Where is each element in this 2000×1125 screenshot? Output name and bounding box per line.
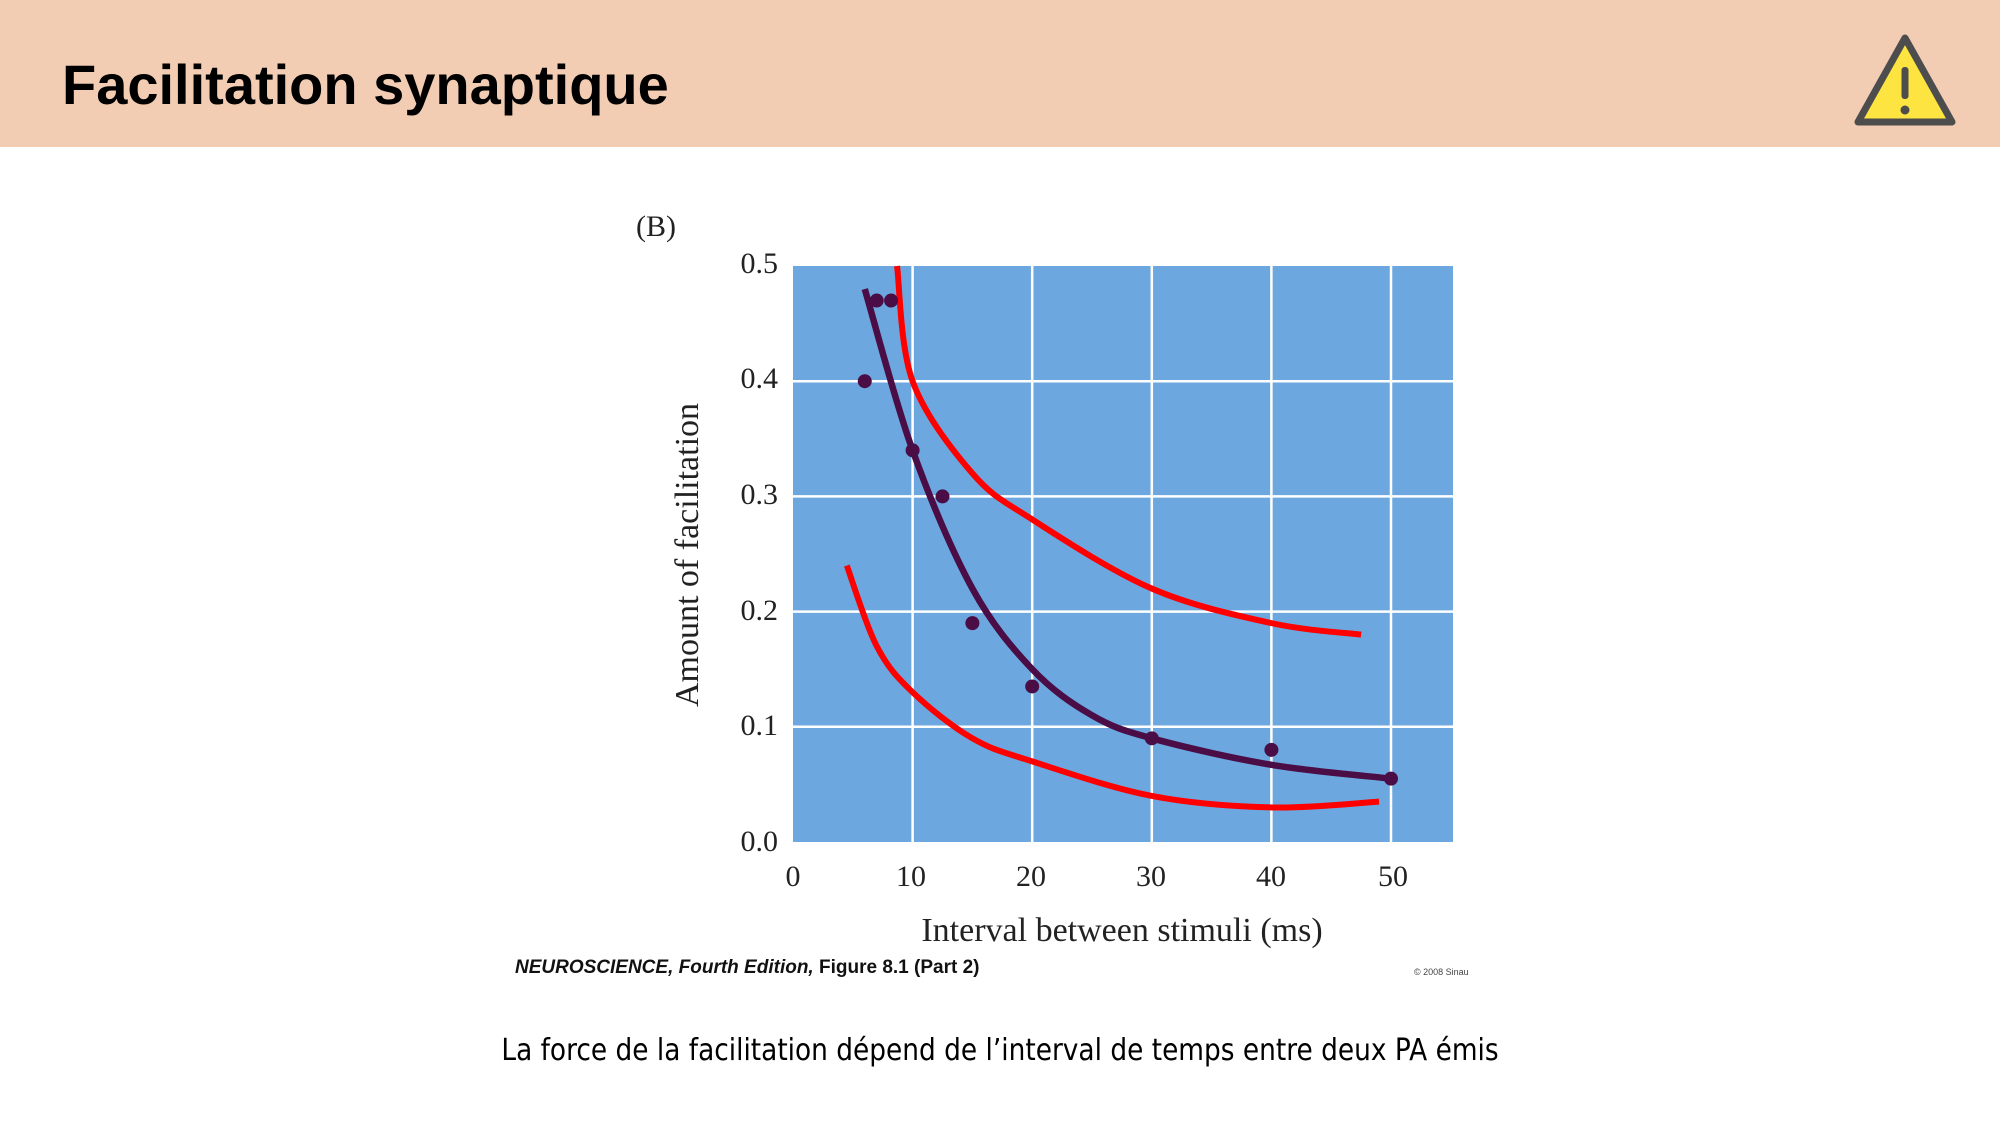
x-tick-label: 0 (785, 860, 801, 893)
plot-area (793, 266, 1453, 842)
data-point (905, 443, 920, 458)
data-point (1264, 742, 1279, 757)
credit-figure-ref: Figure 8.1 (Part 2) (813, 957, 980, 978)
data-point (857, 374, 872, 389)
x-tick-label: 10 (896, 860, 926, 893)
y-tick-label: 0.4 (740, 362, 779, 395)
x-axis-label: Interval between stimuli (ms) (921, 912, 1323, 949)
slide-title: Facilitation synaptique (62, 53, 669, 116)
x-tick-label: 50 (1378, 860, 1408, 893)
data-point (1025, 679, 1040, 694)
y-tick-label: 0.0 (740, 825, 779, 858)
x-tick-label: 40 (1256, 860, 1286, 893)
y-axis-label: Amount of facilitation (669, 402, 706, 708)
y-tick-label: 0.1 (740, 709, 779, 742)
data-point (1384, 771, 1398, 786)
credit-book-title: NEUROSCIENCE, Fourth Edition, (515, 957, 814, 978)
data-point (1144, 731, 1159, 746)
data-point (884, 293, 899, 308)
data-point (869, 293, 884, 308)
copyright-notice: © 2008 Sinau (1414, 967, 1469, 977)
data-point (965, 616, 980, 631)
data-point (935, 489, 950, 504)
y-tick-label: 0.2 (740, 594, 779, 627)
x-tick-label: 30 (1136, 860, 1166, 893)
y-tick-label: 0.5 (740, 247, 779, 280)
y-tick-label: 0.3 (740, 478, 779, 511)
slide-header: Facilitation synaptique (0, 0, 2000, 147)
red-annotation-curve (894, 265, 1362, 638)
slide-caption: La force de la facilitation dépend de l’… (501, 1033, 1499, 1068)
x-tick-label: 20 (1016, 860, 1046, 893)
warning-icon (1854, 34, 1956, 126)
panel-label: (B) (636, 210, 676, 243)
red-annotation-curve (844, 564, 1380, 811)
figure-credit: NEUROSCIENCE, Fourth Edition, Figure 8.1… (515, 957, 980, 979)
